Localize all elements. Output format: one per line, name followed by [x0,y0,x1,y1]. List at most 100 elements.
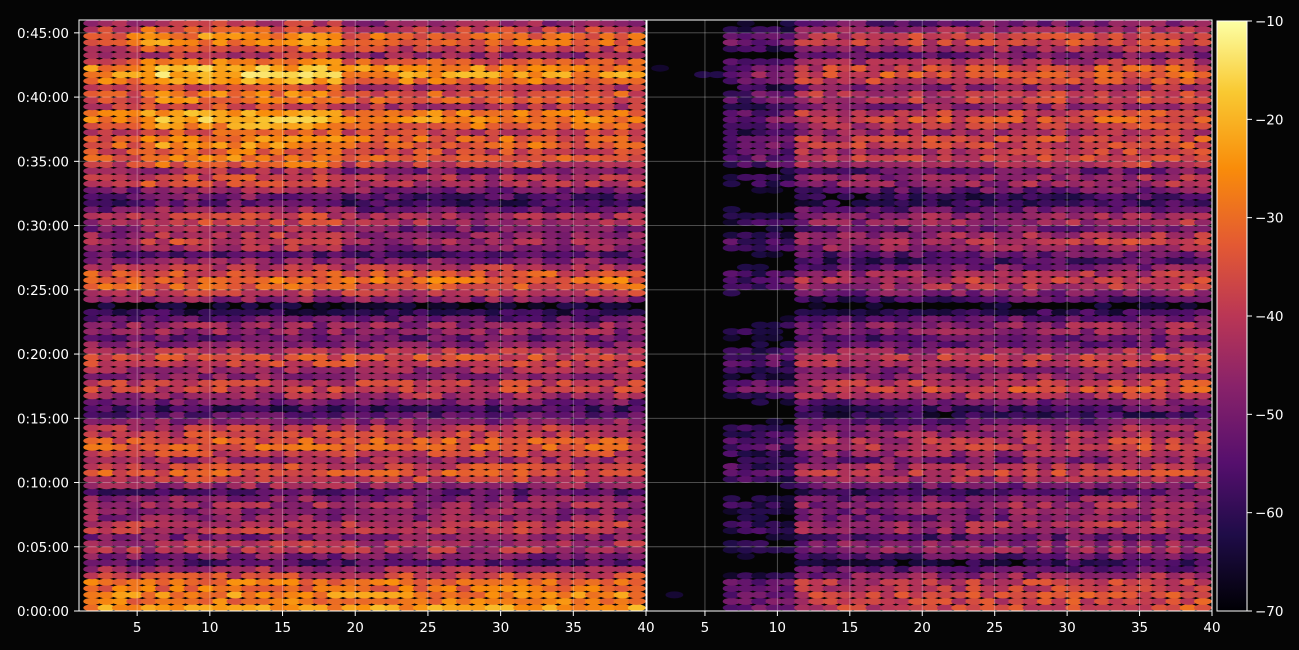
heatmap-cell [584,411,603,419]
heatmap-cell [599,430,618,438]
heatmap-cell [584,366,603,374]
heatmap-cell [283,475,302,483]
heatmap-cell [341,463,360,470]
heatmap-cell [570,398,589,406]
heatmap-cell [441,424,460,432]
heatmap-cell [556,418,575,425]
heatmap-cell [384,572,403,580]
heatmap-cell [341,527,360,535]
heatmap-cell [584,392,603,400]
heatmap-cell [455,501,474,509]
heatmap-cell [140,430,159,438]
heatmap-cell [599,379,618,387]
heatmap-cell [255,546,274,554]
heatmap-cell [283,418,302,425]
heatmap-cell [298,424,317,432]
heatmap-cell [269,411,288,419]
heatmap-cell [154,585,173,592]
heatmap-cell [556,604,575,612]
heatmap-cell [498,501,517,509]
heatmap-cell [627,507,646,515]
heatmap-cell [226,488,245,496]
heatmap-cell [455,456,474,464]
heatmap-cell [369,514,388,522]
heatmap-cell [255,565,274,573]
heatmap-cell [154,418,173,425]
heatmap-cell [627,340,646,348]
heatmap-cell [498,443,517,451]
heatmap-cell [269,507,288,515]
heatmap-cell [126,437,145,445]
heatmap-cell [599,597,618,605]
heatmap-cell [513,520,532,528]
heatmap-cell [484,411,503,419]
heatmap-cell [97,373,116,380]
heatmap-cell [83,463,102,470]
heatmap-cell [398,572,417,580]
heatmap-cell [613,379,632,387]
heatmap-cell [326,578,345,586]
heatmap-cell [584,360,603,368]
heatmap-cell [169,507,188,515]
heatmap-cell [111,559,130,567]
heatmap-cell [183,546,202,554]
heatmap-cell [384,424,403,432]
heatmap-cell [341,540,360,547]
heatmap-cell [441,379,460,387]
heatmap-cell [513,385,532,393]
heatmap-cell [283,540,302,547]
heatmap-cell [751,340,769,348]
heatmap-cell [570,353,589,361]
heatmap-cell [570,533,589,541]
heatmap-cell [326,533,345,541]
heatmap-cell [83,475,102,483]
heatmap-cell [212,430,231,438]
heatmap-cell [312,604,331,612]
heatmap-cell [312,591,331,599]
heatmap-cell [427,430,446,438]
heatmap-cell [441,418,460,425]
heatmap-cell [427,520,446,528]
heatmap-cell [1194,340,1212,348]
heatmap-cell [455,360,474,368]
heatmap-cell [498,418,517,425]
heatmap-cell [627,244,646,252]
heatmap-cell [240,385,259,393]
heatmap-cell [183,411,202,419]
heatmap-cell [97,450,116,458]
heatmap-cell [355,360,374,368]
heatmap-cell [154,430,173,438]
heatmap-cell [269,495,288,503]
heatmap-cell [427,418,446,425]
heatmap-cell [556,591,575,599]
heatmap-cell [298,540,317,547]
heatmap-cell [140,572,159,580]
heatmap-cell [283,591,302,599]
heatmap-cell [226,527,245,535]
heatmap-cell [197,572,216,580]
heatmap-cell [627,328,646,336]
heatmap-cell [341,578,360,586]
heatmap-cell [255,559,274,567]
heatmap-cell [111,507,130,515]
heatmap-cell [627,379,646,387]
heatmap-cell [283,546,302,554]
heatmap-cell [255,507,274,515]
heatmap-cell [455,520,474,528]
heatmap-cell [169,437,188,445]
heatmap-cell [97,469,116,477]
heatmap-cell [513,514,532,522]
heatmap-cell [599,360,618,368]
heatmap-cell [154,373,173,380]
heatmap-cell [722,334,741,342]
heatmap-cell [1194,418,1212,425]
heatmap-cell [441,591,460,599]
heatmap-cell [83,514,102,522]
heatmap-cell [627,225,646,233]
heatmap-cell [226,578,245,586]
heatmap-cell [212,353,231,361]
heatmap-cell [627,360,646,368]
heatmap-cell [226,463,245,470]
heatmap-cell [255,604,274,612]
heatmap-cell [183,360,202,368]
